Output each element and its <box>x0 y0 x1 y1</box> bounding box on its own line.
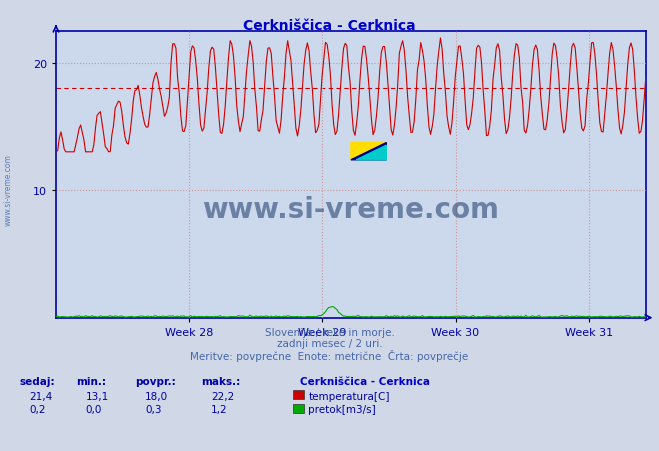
Text: 21,4: 21,4 <box>30 391 53 401</box>
Text: 18,0: 18,0 <box>145 391 168 401</box>
Text: www.si-vreme.com: www.si-vreme.com <box>202 195 500 223</box>
Text: Cerkniščica - Cerknica: Cerkniščica - Cerknica <box>300 377 430 387</box>
Text: 0,3: 0,3 <box>145 405 161 414</box>
Polygon shape <box>357 146 386 161</box>
Text: pretok[m3/s]: pretok[m3/s] <box>308 405 376 414</box>
Text: 22,2: 22,2 <box>211 391 234 401</box>
Text: maks.:: maks.: <box>201 377 241 387</box>
Text: temperatura[C]: temperatura[C] <box>308 391 390 401</box>
Text: 0,2: 0,2 <box>30 405 46 414</box>
Text: 13,1: 13,1 <box>86 391 109 401</box>
Text: 1,2: 1,2 <box>211 405 227 414</box>
Text: min.:: min.: <box>76 377 106 387</box>
Text: 0,0: 0,0 <box>86 405 102 414</box>
Text: zadnji mesec / 2 uri.: zadnji mesec / 2 uri. <box>277 338 382 348</box>
Polygon shape <box>351 143 386 161</box>
Text: povpr.:: povpr.: <box>135 377 176 387</box>
Text: Slovenija / reke in morje.: Slovenija / reke in morje. <box>264 327 395 337</box>
Text: www.si-vreme.com: www.si-vreme.com <box>3 153 13 226</box>
Text: Cerkniščica - Cerknica: Cerkniščica - Cerknica <box>243 19 416 33</box>
Text: sedaj:: sedaj: <box>20 377 55 387</box>
Polygon shape <box>351 143 386 161</box>
Text: Meritve: povprečne  Enote: metrične  Črta: povprečje: Meritve: povprečne Enote: metrične Črta:… <box>190 350 469 362</box>
